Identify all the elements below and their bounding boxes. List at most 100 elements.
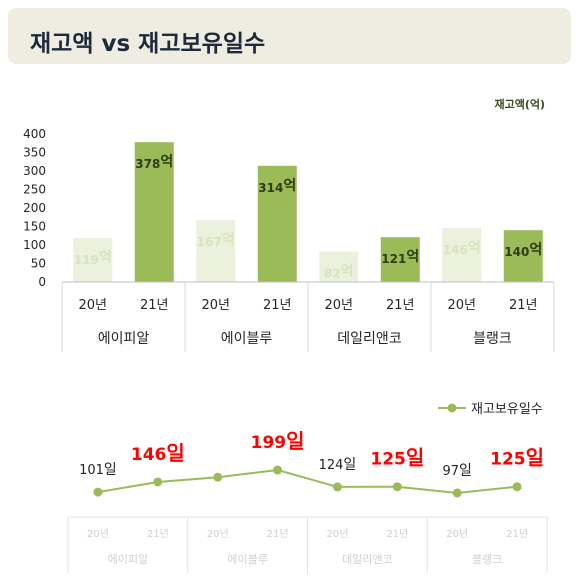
data-label-unit: 억: [160, 154, 173, 170]
data-point: [452, 488, 462, 498]
data-label: 125일: [490, 446, 544, 470]
data-point: [213, 472, 223, 482]
data-label: 314억: [258, 178, 296, 195]
data-label-number: 167: [197, 235, 222, 249]
bar: [442, 227, 482, 282]
y-tick-label: 300: [23, 164, 46, 178]
x-group-label: 데일리앤코: [337, 331, 402, 347]
x-tick-label: 20년: [207, 528, 229, 540]
data-label-number: 378: [135, 157, 160, 171]
data-label-number: 82: [324, 267, 341, 281]
data-label: 146억: [443, 240, 481, 257]
data-label-unit: 일: [406, 446, 424, 470]
data-point: [93, 487, 103, 497]
data-label-unit: 일: [459, 463, 472, 479]
bar-chart: 재고액(억)050100150200250300350400119억20년378…: [23, 97, 555, 352]
data-label: 97일: [442, 463, 471, 479]
data-label-number: 146: [443, 243, 468, 257]
x-group-label: 블랭크: [473, 331, 512, 347]
bar: [257, 165, 297, 282]
y-tick-label: 200: [23, 201, 46, 215]
data-label-number: 146: [131, 445, 167, 465]
data-label-unit: 일: [526, 446, 544, 470]
data-point: [392, 482, 402, 492]
data-label-number: 125: [370, 450, 406, 470]
bar: [134, 142, 174, 282]
title-banner: 재고액 vs 재고보유일수: [8, 8, 571, 64]
data-label-number: 314: [258, 181, 283, 195]
data-point: [332, 482, 342, 492]
x-tick-label: 21년: [386, 298, 415, 313]
x-tick-label: 21년: [386, 528, 408, 540]
data-label: 101일: [79, 462, 117, 478]
x-tick-label: 21년: [140, 298, 169, 313]
data-label-number: 97: [442, 464, 459, 479]
data-label: 140억: [504, 242, 542, 259]
series-line: [97, 469, 518, 495]
data-label-number: 125: [490, 450, 526, 470]
x-tick-label: 20년: [324, 298, 353, 313]
x-tick-label: 20년: [201, 298, 230, 313]
y-tick-label: 50: [31, 257, 46, 271]
bar: [196, 220, 236, 282]
data-label-unit: 일: [286, 429, 304, 453]
data-label-unit: 억: [99, 250, 112, 266]
data-label: 378억: [135, 154, 173, 171]
chart-title: 재고액 vs 재고보유일수: [30, 31, 266, 57]
data-label: 125일: [370, 446, 424, 470]
x-group-label: 에이피알: [98, 331, 150, 347]
y-tick-label: 400: [23, 127, 46, 141]
y-tick-label: 250: [23, 183, 46, 197]
unit-label: 재고액(억): [494, 97, 545, 111]
x-tick-label: 21년: [267, 528, 289, 540]
data-label-unit: 억: [341, 264, 354, 280]
data-label-unit: 억: [222, 232, 235, 248]
x-group-label: 에이블루: [221, 331, 273, 347]
data-label: 121억: [381, 249, 419, 266]
data-label-unit: 억: [468, 240, 481, 256]
y-tick-label: 0: [38, 275, 46, 289]
data-label-unit: 일: [104, 462, 117, 478]
x-group-label: 에이피알: [108, 552, 148, 566]
y-tick-label: 100: [23, 238, 46, 252]
data-label: 146일: [131, 441, 185, 465]
data-label-unit: 일: [166, 441, 184, 465]
x-tick-label: 21년: [147, 528, 169, 540]
data-label-unit: 억: [406, 249, 419, 265]
bar: [380, 237, 420, 282]
data-label: 119억: [74, 250, 112, 267]
data-point: [512, 482, 522, 492]
y-tick-label: 150: [23, 220, 46, 234]
y-tick-label: 350: [23, 146, 46, 160]
data-label-unit: 일: [343, 457, 356, 473]
data-label-number: 124: [319, 458, 344, 473]
x-group-label: 데일리앤코: [342, 552, 393, 566]
data-label-unit: 억: [529, 242, 542, 258]
x-tick-label: 20년: [326, 528, 348, 540]
data-label-number: 121: [381, 252, 406, 266]
data-label: 167억: [197, 232, 235, 249]
x-group-label: 블랭크: [472, 553, 502, 566]
data-label: 124일: [319, 457, 357, 473]
legend-label: 재고보유일수: [471, 402, 543, 417]
x-tick-label: 21년: [506, 528, 528, 540]
x-group-label: 에이블루: [227, 553, 267, 566]
bar: [73, 237, 113, 282]
data-label: 199일: [251, 429, 305, 453]
data-label-number: 119: [74, 253, 99, 267]
x-tick-label: 21년: [509, 298, 538, 313]
bar: [319, 251, 359, 282]
legend-marker: [447, 403, 457, 413]
x-tick-label: 20년: [87, 528, 109, 540]
x-tick-label: 21년: [263, 298, 292, 313]
data-point: [273, 465, 283, 475]
data-label-number: 101: [79, 463, 104, 478]
data-label-number: 199: [251, 433, 287, 453]
data-label-unit: 억: [283, 178, 296, 194]
x-tick-label: 20년: [446, 528, 468, 540]
x-tick-label: 20년: [447, 298, 476, 313]
x-tick-label: 20년: [78, 298, 107, 313]
data-point: [153, 477, 163, 487]
data-label: 82억: [324, 264, 354, 281]
